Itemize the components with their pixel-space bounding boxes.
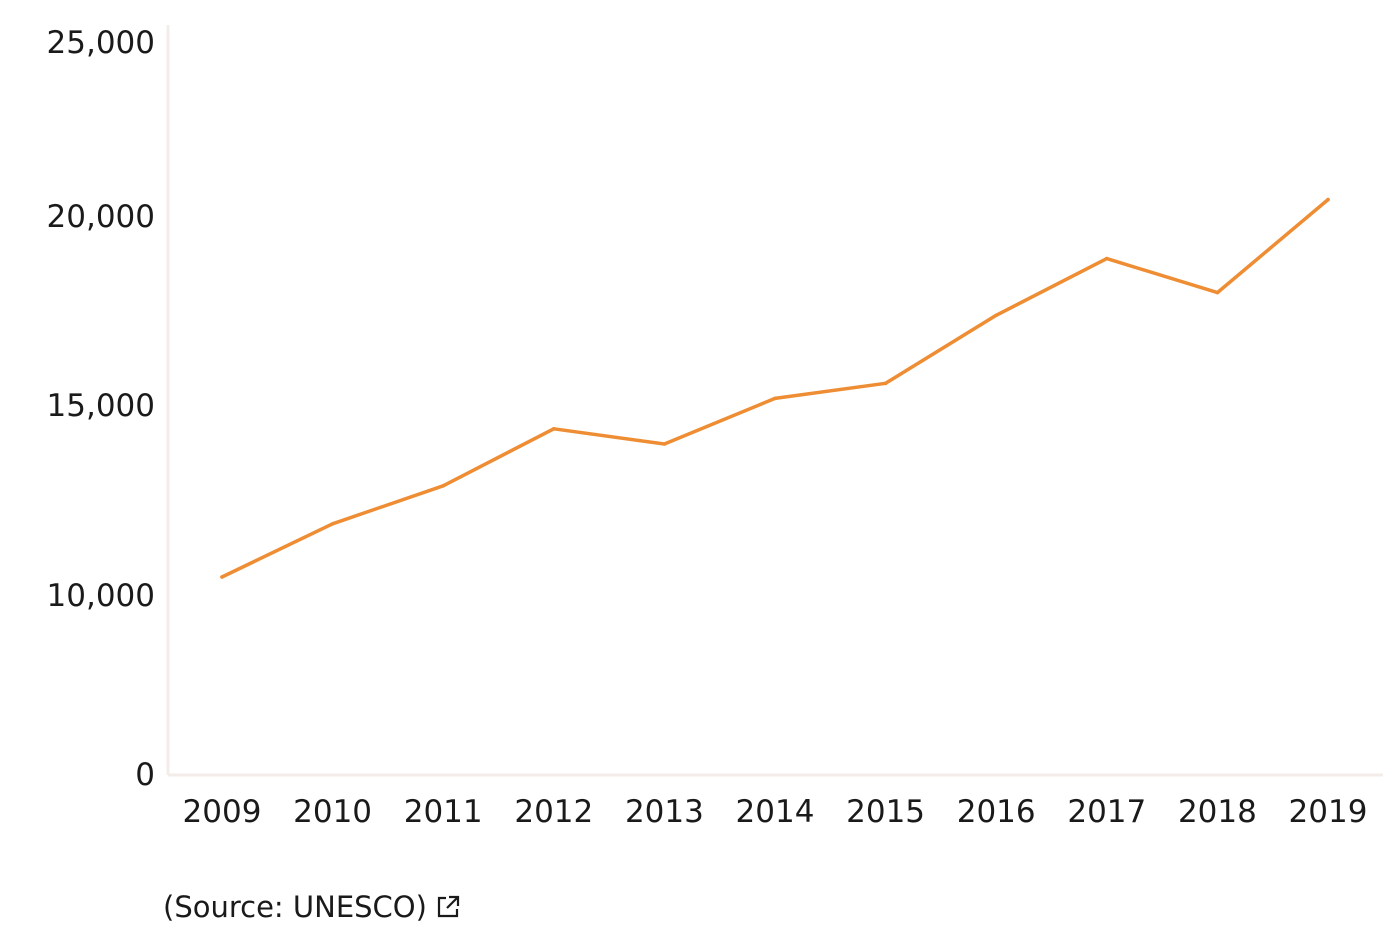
source-label: (Source: UNESCO) [163,890,427,924]
y-tick-label: 0 [135,757,155,793]
data-point [662,442,667,446]
x-tick-label: 2012 [514,794,593,830]
x-tick-label: 2017 [1067,794,1146,830]
x-tick-label: 2018 [1178,794,1257,830]
data-point [330,522,335,526]
series-line [220,197,1330,579]
x-tick-label: 2011 [404,794,483,830]
x-tick-label: 2009 [183,794,262,830]
x-tick-label: 2014 [736,794,815,830]
y-tick-label: 15,000 [47,388,155,424]
data-point [552,427,556,431]
data-point [773,396,777,401]
y-tick-label: 25,000 [47,25,155,61]
y-tick-label: 10,000 [47,578,155,614]
data-point [220,575,224,579]
data-point [883,381,888,386]
data-point [1215,290,1220,295]
data-point [1326,197,1330,202]
series-lines [220,197,1330,579]
y-tick-label: 20,000 [47,199,155,235]
x-tick-label: 2013 [625,794,704,830]
data-point [1105,256,1109,261]
x-tick-label: 2015 [846,794,925,830]
x-tick-label: 2010 [293,794,372,830]
external-link-icon [437,895,460,918]
data-point [994,313,998,318]
source-link[interactable]: (Source: UNESCO) [163,890,461,924]
data-point [441,484,446,488]
x-tick-label: 2019 [1289,794,1368,830]
chart-axes [166,25,1383,777]
x-tick-labels: 2009 2010 2011 2012 2013 2014 2015 2016 2017 2018… [183,794,1368,830]
x-tick-label: 2016 [957,794,1036,830]
y-tick-labels: 0 10,000 15,000 20,000 25,000 [47,25,155,793]
